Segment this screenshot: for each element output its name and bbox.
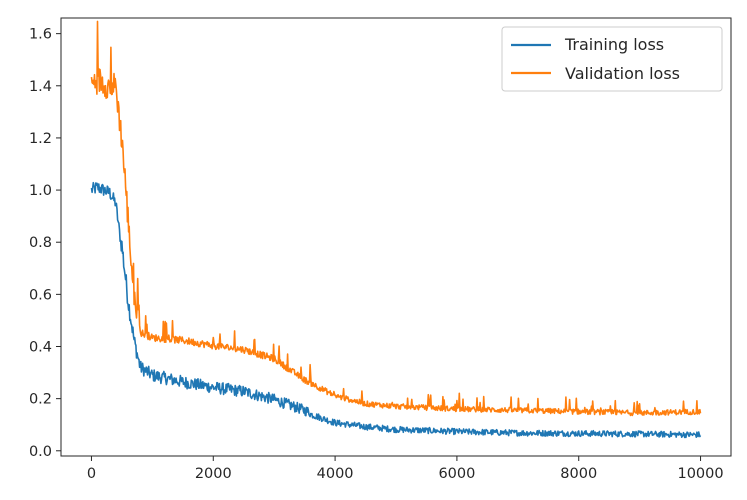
legend-label-validation: Validation loss — [565, 64, 680, 83]
legend: Training loss Validation loss — [501, 26, 723, 92]
y-tick-label: 1.6 — [29, 27, 52, 43]
y-tick-label: 1.2 — [29, 131, 52, 147]
y-tick-label: 0.4 — [29, 340, 52, 356]
training-loss-line — [90, 181, 702, 439]
y-tick-label: 0.0 — [29, 444, 52, 460]
series-layer — [90, 20, 702, 439]
y-tick-label: 1.4 — [29, 79, 52, 95]
x-axis: 0 2000 4000 6000 8000 10000 — [87, 456, 724, 482]
legend-label-training: Training loss — [564, 35, 664, 54]
legend-box — [501, 26, 723, 92]
x-tick-label: 0 — [87, 466, 96, 482]
y-axis: 0.0 0.2 0.4 0.6 0.8 1.0 1.2 1.4 1.6 — [29, 27, 61, 460]
x-tick-label: 6000 — [438, 466, 475, 482]
x-tick-label: 8000 — [560, 466, 597, 482]
validation-loss-line — [90, 20, 702, 417]
y-tick-label: 0.2 — [29, 392, 52, 408]
x-tick-label: 10000 — [677, 466, 723, 482]
y-tick-label: 0.8 — [29, 235, 52, 251]
y-tick-label: 0.6 — [29, 287, 52, 303]
x-tick-label: 2000 — [195, 466, 232, 482]
x-tick-label: 4000 — [317, 466, 354, 482]
axes-frame — [60, 17, 732, 457]
y-tick-label: 1.0 — [29, 183, 52, 199]
